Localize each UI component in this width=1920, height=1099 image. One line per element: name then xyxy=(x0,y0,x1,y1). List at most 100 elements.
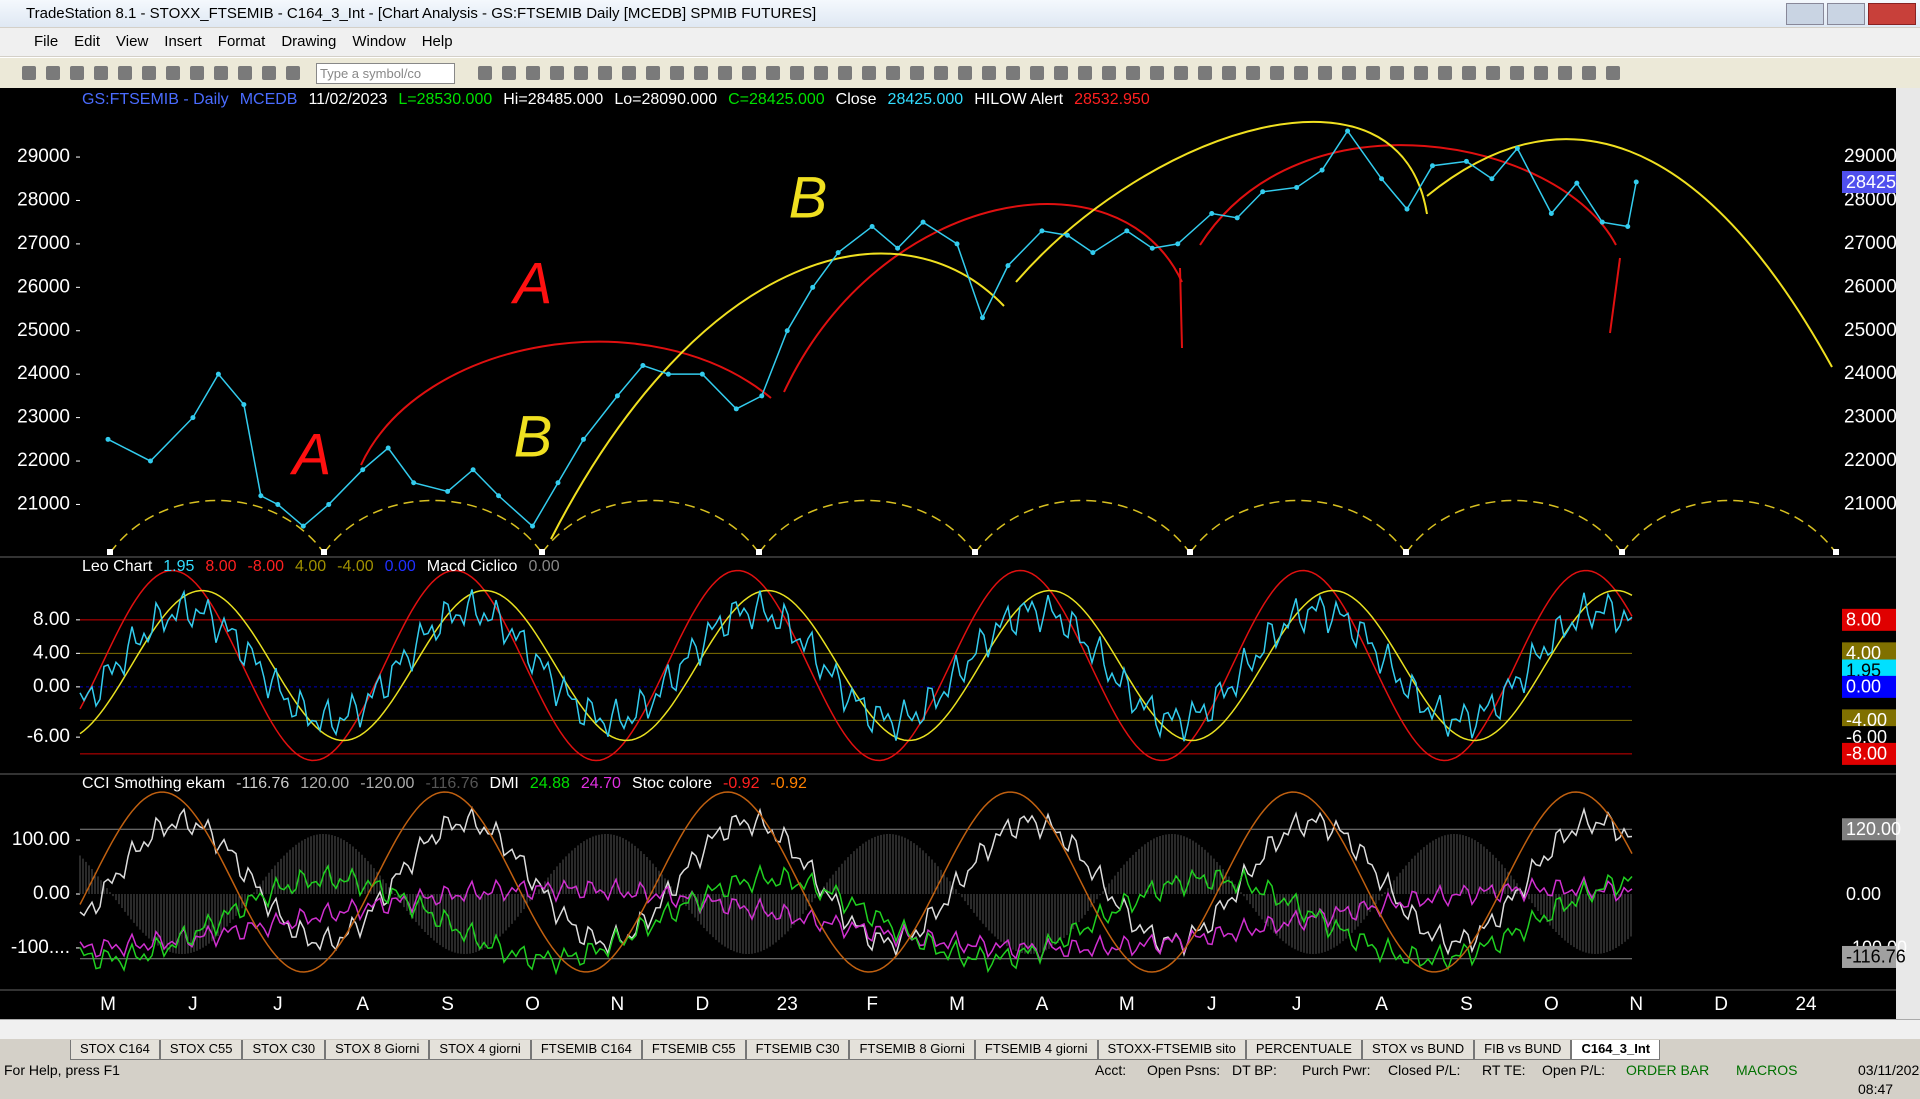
price-point xyxy=(920,219,926,225)
x-tick-label: D xyxy=(695,994,709,1015)
tool-icon xyxy=(286,66,300,80)
value-badge xyxy=(1842,709,1896,732)
x-tick-label: S xyxy=(441,994,454,1015)
tool-icon xyxy=(670,66,684,80)
price-point xyxy=(1209,211,1215,217)
window-buttons[interactable] xyxy=(1786,3,1916,25)
badge-label: 8.00 xyxy=(1846,610,1881,630)
price-point xyxy=(1429,163,1435,169)
tab[interactable]: C164_3_Int xyxy=(1571,1040,1661,1060)
drawings xyxy=(360,120,1833,540)
tool-icon xyxy=(718,66,732,80)
stoc-orange xyxy=(79,791,1633,973)
tool-icon xyxy=(1486,66,1500,80)
tool-icon xyxy=(1438,66,1452,80)
price-point xyxy=(1294,184,1300,190)
tab[interactable]: STOX C30 xyxy=(242,1040,326,1060)
tab[interactable]: STOX 4 giorni xyxy=(429,1040,531,1060)
x-tick-label: M xyxy=(949,994,965,1015)
header-text: -8.00 xyxy=(247,558,285,575)
status-field: Open Psns: xyxy=(1147,1062,1221,1078)
price-point xyxy=(1260,189,1266,195)
y-tick-label: 100.00 xyxy=(12,829,70,850)
tab[interactable]: FIB vs BUND xyxy=(1474,1040,1572,1060)
tab[interactable]: FTSEMIB C164 xyxy=(530,1040,642,1060)
tab[interactable]: STOX C164 xyxy=(70,1040,160,1060)
tool-icon xyxy=(1414,66,1428,80)
y-tick-label: 27000 xyxy=(17,233,70,254)
price-point xyxy=(1379,176,1385,182)
x-tick-label: J xyxy=(1207,994,1217,1015)
value-badge xyxy=(1842,726,1896,749)
tab[interactable]: STOX C55 xyxy=(159,1040,243,1060)
price-point xyxy=(759,393,765,399)
price-header: GS:FTSEMIB - Daily MCEDB 11/02/2023 L=28530… xyxy=(82,91,1150,109)
price-point xyxy=(665,371,671,377)
tab[interactable]: FTSEMIB C55 xyxy=(641,1040,746,1060)
value-badge xyxy=(1842,171,1896,194)
annotation: A xyxy=(511,251,553,316)
toolbar xyxy=(0,57,1920,89)
tool-icon xyxy=(1126,66,1140,80)
price-point xyxy=(1625,224,1631,230)
tool-icon xyxy=(214,66,228,80)
annotation: B xyxy=(789,165,828,230)
tool-icon xyxy=(46,66,60,80)
status-field: For Help, press F1 xyxy=(4,1062,120,1078)
tab[interactable]: FTSEMIB C30 xyxy=(745,1040,850,1060)
y-tick-label: 26000 xyxy=(17,276,70,297)
price-point xyxy=(1319,167,1325,173)
y-tick-label-right: 25000 xyxy=(1844,320,1897,341)
price-point xyxy=(895,245,901,251)
tab[interactable]: STOX 8 Giorni xyxy=(325,1040,430,1060)
cycle-arc xyxy=(323,499,543,554)
menu-item[interactable]: Edit xyxy=(74,33,101,50)
y-tick-label: 8.00 xyxy=(33,609,70,630)
price-point xyxy=(258,493,264,499)
tab[interactable]: FTSEMIB 4 giorni xyxy=(974,1040,1098,1060)
menu-item[interactable]: Window xyxy=(352,33,406,50)
dmi-green xyxy=(79,863,1633,976)
tool-icon xyxy=(814,66,828,80)
header-text: L=28530.000 xyxy=(398,91,493,108)
menu-item[interactable]: Format xyxy=(217,33,266,50)
tool-icon xyxy=(550,66,564,80)
tab[interactable]: PERCENTUALE xyxy=(1245,1040,1362,1060)
y-tick-label: 29000 xyxy=(17,146,70,167)
tool-icon xyxy=(766,66,780,80)
leo-line xyxy=(79,589,1633,742)
tab[interactable]: STOXX-FTSEMIB sito xyxy=(1097,1040,1246,1060)
header-text: HILOW Alert xyxy=(974,91,1064,108)
price-point xyxy=(1090,250,1096,256)
tool-icon xyxy=(742,66,756,80)
tool-icon xyxy=(598,66,612,80)
header-text: CCI Smothing ekam xyxy=(82,775,226,792)
y-tick-label-right: 22000 xyxy=(1844,450,1897,471)
cycle-arcs xyxy=(107,499,1839,555)
horizontal-scrollbar[interactable] xyxy=(0,1019,1920,1039)
y-tick-label: 21000 xyxy=(17,493,70,514)
tool-icon xyxy=(526,66,540,80)
menu-item[interactable]: File xyxy=(34,33,59,50)
price-point xyxy=(470,467,476,473)
header-text: Close xyxy=(835,91,877,108)
y-tick-label: 22000 xyxy=(17,450,70,471)
price-point xyxy=(147,458,153,464)
tab[interactable]: FTSEMIB 8 Giorni xyxy=(849,1040,975,1060)
price-point xyxy=(1489,176,1495,182)
cycle-arc xyxy=(1189,499,1407,554)
badge-label: -8.00 xyxy=(1846,744,1887,764)
price-point xyxy=(1175,241,1181,247)
symbol-box[interactable]: Type a symbol/co xyxy=(316,63,455,84)
badge-label: -6.00 xyxy=(1846,727,1887,747)
menu-item[interactable]: Help xyxy=(421,33,453,50)
menu-item[interactable]: View xyxy=(116,33,149,50)
tab[interactable]: STOX vs BUND xyxy=(1361,1040,1475,1060)
price-point xyxy=(733,406,739,412)
y-tick-label: 4.00 xyxy=(33,642,70,663)
cycle-low xyxy=(539,549,545,555)
tool-icon xyxy=(1078,66,1092,80)
header-text: 120.00 xyxy=(300,775,350,792)
menu-item[interactable]: Drawing xyxy=(281,33,337,50)
menu-item[interactable]: Insert xyxy=(164,33,202,50)
